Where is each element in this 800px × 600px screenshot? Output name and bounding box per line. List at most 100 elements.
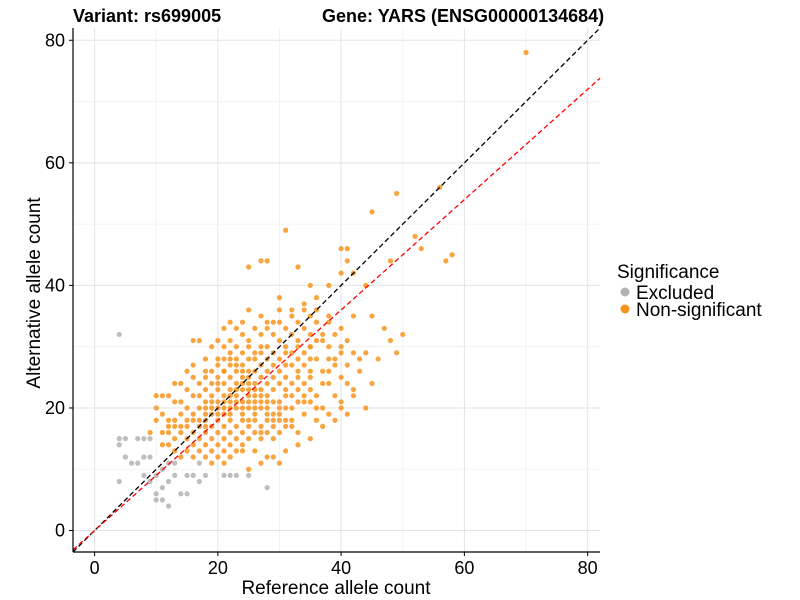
data-point-non-significant: [283, 344, 289, 350]
data-point-non-significant: [202, 429, 209, 436]
data-point-non-significant: [295, 386, 301, 393]
data-point-non-significant: [239, 362, 246, 368]
data-point-non-significant: [258, 399, 264, 405]
data-point-excluded: [165, 503, 172, 509]
data-point-non-significant: [289, 362, 295, 368]
data-point-excluded: [196, 460, 202, 466]
data-point-non-significant: [172, 417, 178, 423]
data-point-non-significant: [393, 190, 400, 197]
data-point-non-significant: [283, 386, 289, 393]
data-point-non-significant: [178, 380, 184, 387]
data-point-excluded: [196, 478, 202, 485]
data-point-excluded: [116, 442, 122, 448]
data-point-non-significant: [276, 405, 283, 411]
data-point-non-significant: [215, 380, 221, 387]
data-point-non-significant: [239, 319, 246, 325]
data-point-non-significant: [301, 380, 307, 387]
data-point-non-significant: [363, 405, 369, 411]
data-point-excluded: [116, 478, 122, 485]
data-point-excluded: [116, 331, 122, 338]
data-point-excluded: [147, 454, 153, 460]
data-point-non-significant: [320, 331, 326, 338]
data-point-non-significant: [264, 325, 270, 331]
data-point-non-significant: [270, 436, 276, 442]
data-point-non-significant: [184, 417, 190, 423]
data-point-non-significant: [252, 350, 258, 356]
data-point-non-significant: [165, 429, 172, 436]
data-point-non-significant: [196, 393, 202, 399]
data-point-non-significant: [338, 374, 344, 380]
data-point-non-significant: [209, 344, 215, 350]
legend-marker-excluded: [620, 287, 630, 297]
data-point-excluded: [184, 472, 190, 478]
data-point-non-significant: [202, 386, 209, 393]
data-point-non-significant: [369, 380, 375, 387]
data-point-excluded: [190, 472, 196, 478]
data-point-non-significant: [221, 325, 227, 331]
data-point-non-significant: [258, 331, 264, 338]
data-point-non-significant: [215, 374, 221, 380]
data-point-non-significant: [307, 374, 313, 380]
data-point-non-significant: [227, 374, 233, 380]
legend-label-excluded: Excluded: [636, 283, 714, 304]
data-point-non-significant: [227, 319, 233, 325]
data-point-excluded: [122, 454, 128, 460]
data-point-non-significant: [289, 313, 295, 319]
data-point-non-significant: [233, 405, 239, 411]
data-point-non-significant: [301, 325, 307, 331]
data-point-non-significant: [344, 362, 350, 368]
data-point-non-significant: [270, 423, 276, 429]
x-axis-label: Reference allele count: [241, 578, 431, 599]
data-point-non-significant: [289, 307, 295, 313]
data-point-non-significant: [320, 380, 326, 387]
data-point-non-significant: [215, 399, 221, 405]
data-point-non-significant: [246, 436, 252, 442]
data-point-non-significant: [196, 405, 202, 411]
data-point-excluded: [141, 436, 147, 442]
tick-labels: 0 20 40 60 80 0 20 40 60 80: [45, 30, 598, 578]
data-point-non-significant: [295, 337, 301, 344]
data-point-non-significant: [332, 393, 338, 399]
data-point-non-significant: [326, 313, 332, 319]
data-point-non-significant: [307, 282, 313, 289]
data-point-non-significant: [307, 399, 313, 405]
data-point-excluded: [153, 491, 159, 497]
data-point-non-significant: [412, 233, 418, 239]
data-point-non-significant: [147, 429, 153, 436]
reference-line-fit: [72, 77, 601, 551]
data-point-non-significant: [202, 423, 209, 429]
data-point-non-significant: [270, 362, 276, 368]
data-point-non-significant: [233, 423, 239, 429]
data-point-non-significant: [338, 405, 344, 411]
data-point-non-significant: [313, 356, 320, 362]
data-point-non-significant: [221, 405, 227, 411]
data-point-non-significant: [184, 368, 190, 374]
data-point-non-significant: [313, 337, 320, 344]
data-point-non-significant: [270, 386, 276, 393]
data-point-non-significant: [233, 368, 239, 374]
data-point-non-significant: [264, 429, 270, 436]
data-point-non-significant: [221, 393, 227, 399]
x-tick-label: 60: [454, 558, 474, 578]
data-point-non-significant: [326, 368, 332, 374]
data-point-non-significant: [344, 380, 350, 387]
data-point-non-significant: [209, 448, 215, 454]
x-tick-label: 80: [578, 558, 598, 578]
data-point-non-significant: [295, 356, 301, 362]
data-point-non-significant: [350, 313, 357, 319]
axes: [72, 28, 600, 553]
data-point-non-significant: [338, 246, 344, 252]
data-point-non-significant: [227, 362, 233, 368]
data-point-non-significant: [264, 417, 270, 423]
data-point-non-significant: [246, 264, 252, 270]
data-point-non-significant: [227, 442, 233, 448]
data-point-non-significant: [196, 337, 202, 344]
data-point-non-significant: [233, 356, 239, 362]
data-point-non-significant: [326, 319, 332, 325]
data-point-non-significant: [264, 380, 270, 387]
data-point-non-significant: [387, 337, 394, 344]
data-point-non-significant: [246, 380, 252, 387]
x-tick-label: 20: [208, 558, 228, 578]
data-point-non-significant: [301, 307, 307, 313]
data-point-non-significant: [295, 319, 301, 325]
